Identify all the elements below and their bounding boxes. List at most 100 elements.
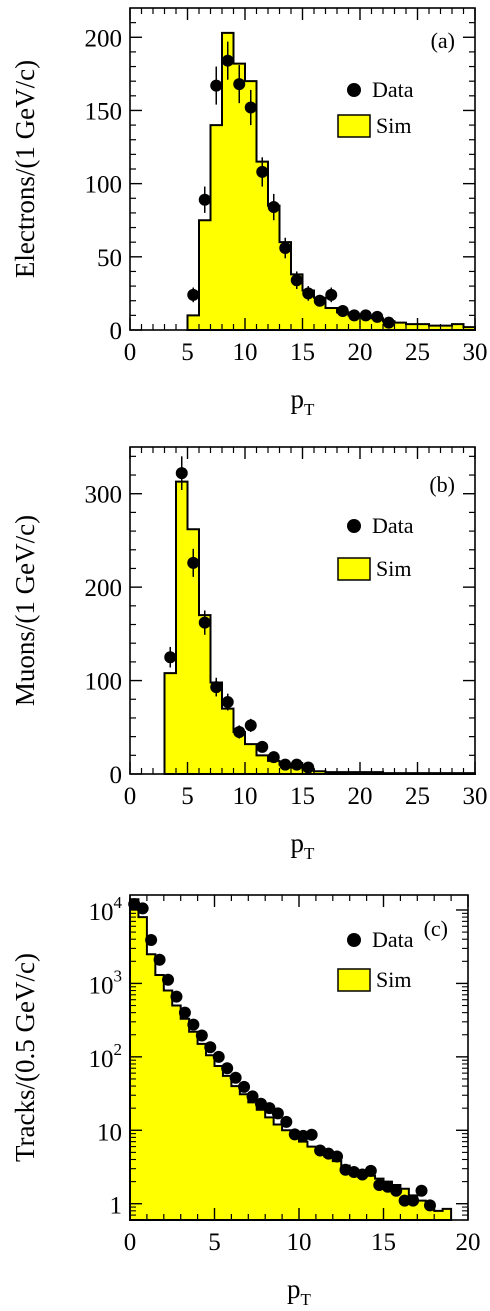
y-tick-label: 200 — [85, 25, 123, 52]
data-point — [256, 740, 269, 753]
x-tick-label: 15 — [290, 339, 315, 366]
x-tick-label: 10 — [287, 1229, 312, 1256]
data-point — [210, 681, 223, 694]
data-point — [195, 1029, 208, 1042]
data-point — [187, 288, 200, 301]
data-point — [233, 78, 246, 91]
data-point — [279, 242, 292, 255]
data-point — [371, 310, 384, 323]
y-tick-label: 100 — [85, 669, 123, 696]
data-point — [398, 1194, 411, 1207]
data-point — [390, 1184, 403, 1197]
data-point — [210, 79, 223, 92]
data-point — [187, 556, 200, 569]
y-tick-label: 0 — [110, 318, 123, 345]
data-point — [313, 294, 326, 307]
data-point — [145, 934, 158, 947]
data-point — [290, 274, 303, 287]
y-tick-label: 200 — [85, 575, 123, 602]
data-point — [290, 758, 303, 771]
x-axis-title: pT — [287, 1274, 312, 1309]
data-point — [244, 101, 257, 114]
data-point — [305, 1128, 318, 1141]
x-tick-label: 0 — [124, 1229, 137, 1256]
data-point — [153, 953, 166, 966]
panel-label: (a) — [431, 28, 455, 53]
data-point — [198, 616, 211, 629]
sim-histogram — [163, 480, 476, 775]
x-tick-label: 30 — [463, 783, 488, 810]
data-point — [359, 309, 372, 322]
legend-data-marker — [347, 933, 361, 947]
data-point — [271, 1107, 284, 1120]
panel-label: (c) — [424, 916, 448, 941]
legend-data-label: Data — [372, 927, 414, 952]
data-point — [221, 1062, 234, 1075]
data-point — [256, 165, 269, 178]
y-axis-title: Electrons/(1 GeV/c) — [10, 60, 40, 278]
legend-sim-swatch — [337, 114, 371, 138]
data-point — [187, 1018, 200, 1031]
data-point — [325, 288, 338, 301]
data-point — [302, 761, 315, 774]
data-point — [382, 316, 395, 329]
data-point — [244, 719, 257, 732]
y-tick-label: 103 — [89, 966, 123, 999]
y-tick-label: 100 — [85, 172, 123, 199]
data-point — [178, 1006, 191, 1019]
x-tick-label: 10 — [233, 339, 258, 366]
data-point — [280, 1115, 293, 1128]
x-tick-label: 15 — [290, 783, 315, 810]
data-point — [415, 1184, 428, 1197]
y-tick-label: 102 — [89, 1040, 123, 1073]
x-axis-title: pT — [291, 828, 316, 863]
data-point — [233, 725, 246, 738]
x-tick-label: 5 — [208, 1229, 221, 1256]
sim-histogram — [186, 31, 476, 331]
y-axis-title: Tracks/(0.5 GeV/c) — [10, 953, 40, 1162]
data-point — [204, 1041, 217, 1054]
x-tick-label: 20 — [348, 783, 373, 810]
legend-data-label: Data — [372, 513, 414, 538]
data-point — [162, 973, 175, 986]
y-axis-title: Muons/(1 GeV/c) — [10, 515, 40, 706]
legend-sim-label: Sim — [376, 556, 411, 581]
data-point — [221, 696, 234, 709]
panel-c: 0 5 10 15 20104103102101(c)DataSimpTTracks/(… — [10, 893, 481, 1309]
x-tick-label: 10 — [233, 783, 258, 810]
y-tick-label: 50 — [97, 245, 122, 272]
legend-data-marker — [347, 519, 361, 533]
x-tick-label: 20 — [456, 1229, 481, 1256]
y-tick-label: 0 — [110, 762, 123, 789]
data-point — [246, 1090, 259, 1103]
data-point — [279, 758, 292, 771]
data-point — [229, 1071, 242, 1084]
data-point — [407, 1194, 420, 1207]
x-axis-title: pT — [291, 384, 316, 419]
data-point — [212, 1050, 225, 1063]
legend-sim-label: Sim — [376, 967, 411, 992]
legend-sim-swatch — [337, 968, 371, 992]
panel-label: (b) — [429, 472, 455, 497]
y-tick-label: 104 — [89, 893, 123, 926]
data-point — [331, 1150, 344, 1163]
x-tick-label: 5 — [181, 339, 194, 366]
y-tick-label: 1 — [110, 1193, 123, 1220]
data-point — [221, 54, 234, 67]
legend-sim-label: Sim — [376, 113, 411, 138]
data-point — [136, 902, 149, 915]
y-tick-label: 150 — [85, 98, 123, 125]
x-tick-label: 20 — [348, 339, 373, 366]
data-point — [170, 990, 183, 1003]
x-tick-label: 25 — [405, 783, 430, 810]
data-point — [238, 1080, 251, 1093]
y-tick-label: 300 — [85, 482, 123, 509]
data-point — [423, 1199, 436, 1212]
x-tick-label: 30 — [463, 339, 488, 366]
data-point — [267, 201, 280, 214]
data-point — [198, 193, 211, 206]
panel-a: 0 5 10 15 20 25 30 0 50 100 150 200 (a) Data Sim pT Elec… — [10, 7, 488, 419]
x-tick-label: 15 — [371, 1229, 396, 1256]
